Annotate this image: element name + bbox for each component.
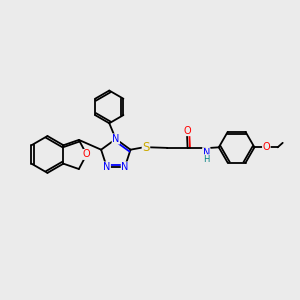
Text: N: N (202, 148, 210, 158)
Text: S: S (142, 141, 150, 154)
Text: N: N (112, 134, 119, 144)
Text: H: H (203, 155, 209, 164)
Text: O: O (183, 126, 191, 136)
Text: O: O (262, 142, 270, 152)
Text: O: O (83, 149, 90, 160)
Text: N: N (121, 162, 129, 172)
Text: N: N (103, 162, 110, 172)
